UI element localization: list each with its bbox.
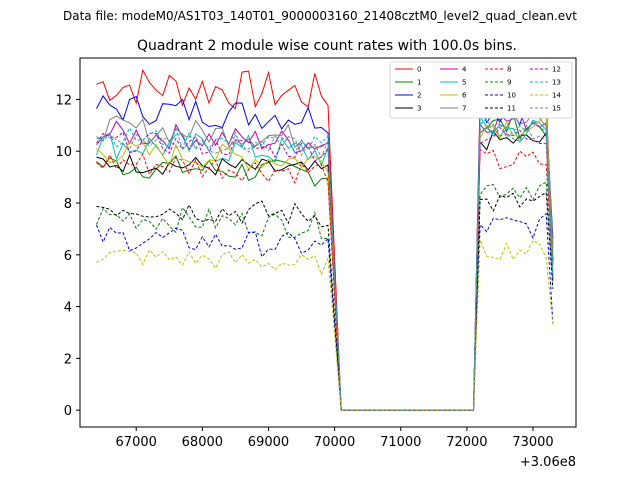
x-tick-label: 68000 bbox=[182, 435, 223, 450]
y-tick-label: 2 bbox=[64, 352, 72, 367]
legend-label-7: 7 bbox=[462, 105, 466, 113]
series-line-12 bbox=[96, 126, 554, 411]
legend-label-14: 14 bbox=[552, 92, 561, 100]
legend-label-6: 6 bbox=[462, 92, 467, 100]
legend-label-2: 2 bbox=[417, 92, 421, 100]
plot-frame bbox=[79, 57, 577, 428]
legend-label-9: 9 bbox=[507, 79, 511, 87]
legend-label-12: 12 bbox=[552, 66, 561, 74]
y-tick-label: 6 bbox=[64, 249, 72, 264]
x-tick-label: 70000 bbox=[314, 435, 355, 450]
legend-label-1: 1 bbox=[417, 79, 421, 87]
x-tick-label: 72000 bbox=[446, 435, 487, 450]
x-tick-label: 73000 bbox=[512, 435, 553, 450]
series-line-15 bbox=[96, 123, 554, 411]
x-tick-label: 69000 bbox=[248, 435, 289, 450]
x-tick-label: 71000 bbox=[380, 435, 421, 450]
y-tick-label: 12 bbox=[55, 93, 72, 108]
legend-label-15: 15 bbox=[552, 105, 561, 113]
legend-label-10: 10 bbox=[507, 92, 516, 100]
series-line-7 bbox=[96, 111, 554, 411]
series-line-6 bbox=[96, 112, 554, 411]
y-tick-label: 4 bbox=[64, 301, 72, 316]
legend-label-8: 8 bbox=[507, 66, 511, 74]
series-line-14 bbox=[96, 239, 554, 411]
series-line-8 bbox=[96, 148, 554, 411]
plot-area bbox=[96, 68, 554, 411]
series-line-13 bbox=[96, 118, 554, 411]
x-axis: 67000 68000 69000 70000 71000 72000 73000 bbox=[116, 427, 554, 450]
series-line-10 bbox=[96, 212, 554, 411]
legend-label-13: 13 bbox=[552, 79, 561, 87]
series-line-3 bbox=[96, 130, 554, 411]
chart-title: Quadrant 2 module wise count rates with … bbox=[137, 38, 517, 54]
series-line-9 bbox=[96, 181, 554, 411]
y-axis: 0 2 4 6 8 10 12 bbox=[55, 93, 80, 419]
legend-label-5: 5 bbox=[462, 79, 466, 87]
legend-label-3: 3 bbox=[417, 105, 421, 113]
series-line-1 bbox=[96, 111, 554, 411]
legend-box bbox=[389, 61, 573, 119]
legend-label-11: 11 bbox=[507, 105, 516, 113]
series-line-11 bbox=[96, 191, 554, 411]
y-tick-label: 0 bbox=[64, 404, 72, 419]
legend-label-0: 0 bbox=[417, 66, 421, 74]
x-tick-label: 67000 bbox=[116, 435, 157, 450]
chart-suptitle: Data file: modeM0/AS1T03_140T01_90000031… bbox=[63, 9, 577, 23]
series-line-0 bbox=[96, 68, 554, 411]
x-offset-label: +3.06e8 bbox=[520, 455, 576, 470]
y-tick-label: 8 bbox=[64, 197, 72, 212]
series-line-5 bbox=[96, 114, 554, 411]
legend-label-4: 4 bbox=[462, 66, 467, 74]
series-line-2 bbox=[96, 94, 554, 411]
y-tick-label: 10 bbox=[55, 145, 72, 160]
